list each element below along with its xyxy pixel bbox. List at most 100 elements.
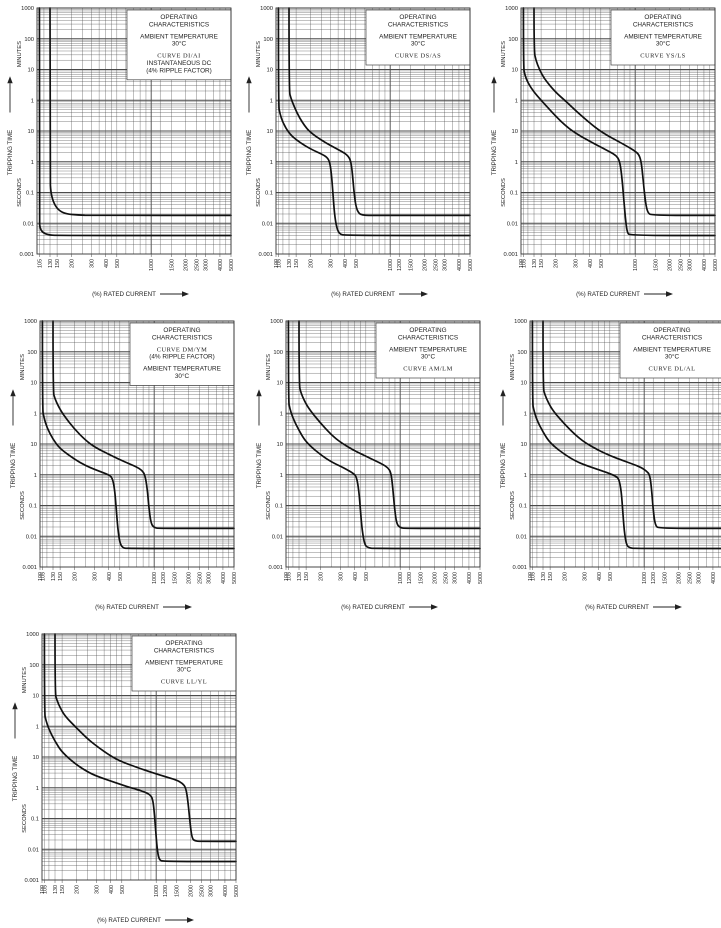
svg-text:10: 10 [512,68,518,74]
right-arrow-icon [431,604,438,610]
right-arrow-icon [666,291,673,297]
svg-text:100: 100 [284,572,290,581]
svg-text:130: 130 [53,885,59,894]
svg-text:3000: 3000 [209,885,215,897]
svg-text:0.001: 0.001 [22,565,37,571]
svg-text:400: 400 [107,572,113,581]
svg-text:10: 10 [33,755,39,761]
svg-text:3000: 3000 [688,259,694,271]
svg-text:4000: 4000 [223,885,229,897]
svg-text:2000: 2000 [184,259,190,271]
info-box-line: CHARACTERISTICS [152,334,212,341]
info-box-line: 30°C [172,40,187,48]
svg-text:10: 10 [267,68,273,74]
svg-text:10: 10 [267,129,273,135]
svg-text:100: 100 [508,37,518,43]
info-box-line: (4% RIPPLE FACTOR) [149,354,215,361]
svg-text:0.01: 0.01 [516,534,527,540]
svg-text:1200: 1200 [651,572,657,584]
info-box-line: CURVE LL/YL [161,679,207,686]
y-units-seconds: SECONDS [266,491,272,520]
svg-text:2500: 2500 [434,259,440,271]
x-axis-labels: 105 130 150 200 300 400 500 1000 1500 2000 2500 300… [37,254,235,298]
info-box-line: OPERATING [409,327,446,334]
svg-text:500: 500 [354,259,360,268]
svg-text:1000: 1000 [24,319,37,325]
svg-text:1000: 1000 [149,259,155,271]
svg-text:1: 1 [34,411,37,417]
upper-limit-curve [54,633,237,843]
up-arrow-icon [500,389,506,397]
svg-text:4000: 4000 [221,572,227,584]
x-axis-caption: (%) RATED CURRENT [95,604,159,611]
svg-text:200: 200 [72,572,78,581]
svg-text:100: 100 [29,663,39,669]
svg-text:300: 300 [582,572,588,581]
svg-text:300: 300 [573,259,579,268]
svg-text:200: 200 [562,572,568,581]
svg-text:0.1: 0.1 [265,191,273,197]
right-arrow-icon [185,604,192,610]
x-axis-caption: (%) RATED CURRENT [585,604,649,611]
info-box-line: OPERATING [163,327,200,334]
svg-text:0.001: 0.001 [19,252,34,258]
svg-text:400: 400 [588,259,594,268]
y-units-seconds: SECONDS [256,178,262,207]
svg-text:150: 150 [304,572,310,581]
svg-text:1000: 1000 [152,572,158,584]
svg-text:0.001: 0.001 [24,878,39,884]
svg-text:400: 400 [104,259,110,268]
svg-text:300: 300 [338,572,344,581]
plot-border [39,320,235,568]
info-box-line: (4% RIPPLE FACTOR) [146,67,212,74]
info-box-line: CHARACTERISTICS [633,21,693,28]
up-arrow-icon [10,389,16,397]
svg-text:10: 10 [277,381,283,387]
y-units-seconds: SECONDS [22,804,28,833]
y-axis-caption: TRIPPING TIME [491,130,498,176]
svg-text:200: 200 [74,885,80,894]
y-axis-labels: 1000 100 10 1 10 1 0.1 0.01 0.001 MINUTES SECONDST… [7,6,34,258]
svg-text:2000: 2000 [187,572,193,584]
svg-text:105: 105 [42,885,48,894]
svg-text:10: 10 [521,442,527,448]
svg-text:1: 1 [280,411,283,417]
info-box-line: OPERATING [653,327,690,334]
svg-text:100: 100 [519,259,525,268]
info-box-line: AMBIENT TEMPERATURE [140,33,218,40]
svg-text:0.1: 0.1 [275,504,283,510]
svg-text:0.01: 0.01 [23,221,34,227]
svg-text:400: 400 [353,572,359,581]
svg-text:1: 1 [524,411,527,417]
svg-text:1000: 1000 [633,259,639,271]
info-box-line: CURVE DM/YM [157,346,208,353]
chart-curve-ll-yl: OPERATING CHARACTERISTICS AMBIENT TEMPERAT… [6,628,242,928]
plot-border [520,7,716,255]
svg-text:1: 1 [36,724,39,730]
svg-text:1500: 1500 [408,259,414,271]
up-arrow-icon [12,702,18,710]
y-axis-caption: TRIPPING TIME [7,130,14,176]
svg-text:1: 1 [31,160,34,166]
svg-text:0.001: 0.001 [512,565,527,571]
info-box-line: AMBIENT TEMPERATURE [624,33,702,40]
svg-text:1000: 1000 [398,572,404,584]
upper-limit-curve [298,320,481,530]
svg-text:200: 200 [69,259,75,268]
svg-text:200: 200 [318,572,324,581]
y-units-minutes: MINUTES [510,354,516,380]
svg-text:1: 1 [31,98,34,104]
svg-text:5000: 5000 [229,259,235,271]
svg-text:1: 1 [36,786,39,792]
x-axis-caption: (%) RATED CURRENT [92,291,156,298]
y-axis-labels: 1000 100 10 1 10 1 0.1 0.01 0.001 MINUTES SECONDST… [10,319,37,571]
svg-text:100: 100 [263,37,273,43]
svg-text:4000: 4000 [711,572,717,584]
